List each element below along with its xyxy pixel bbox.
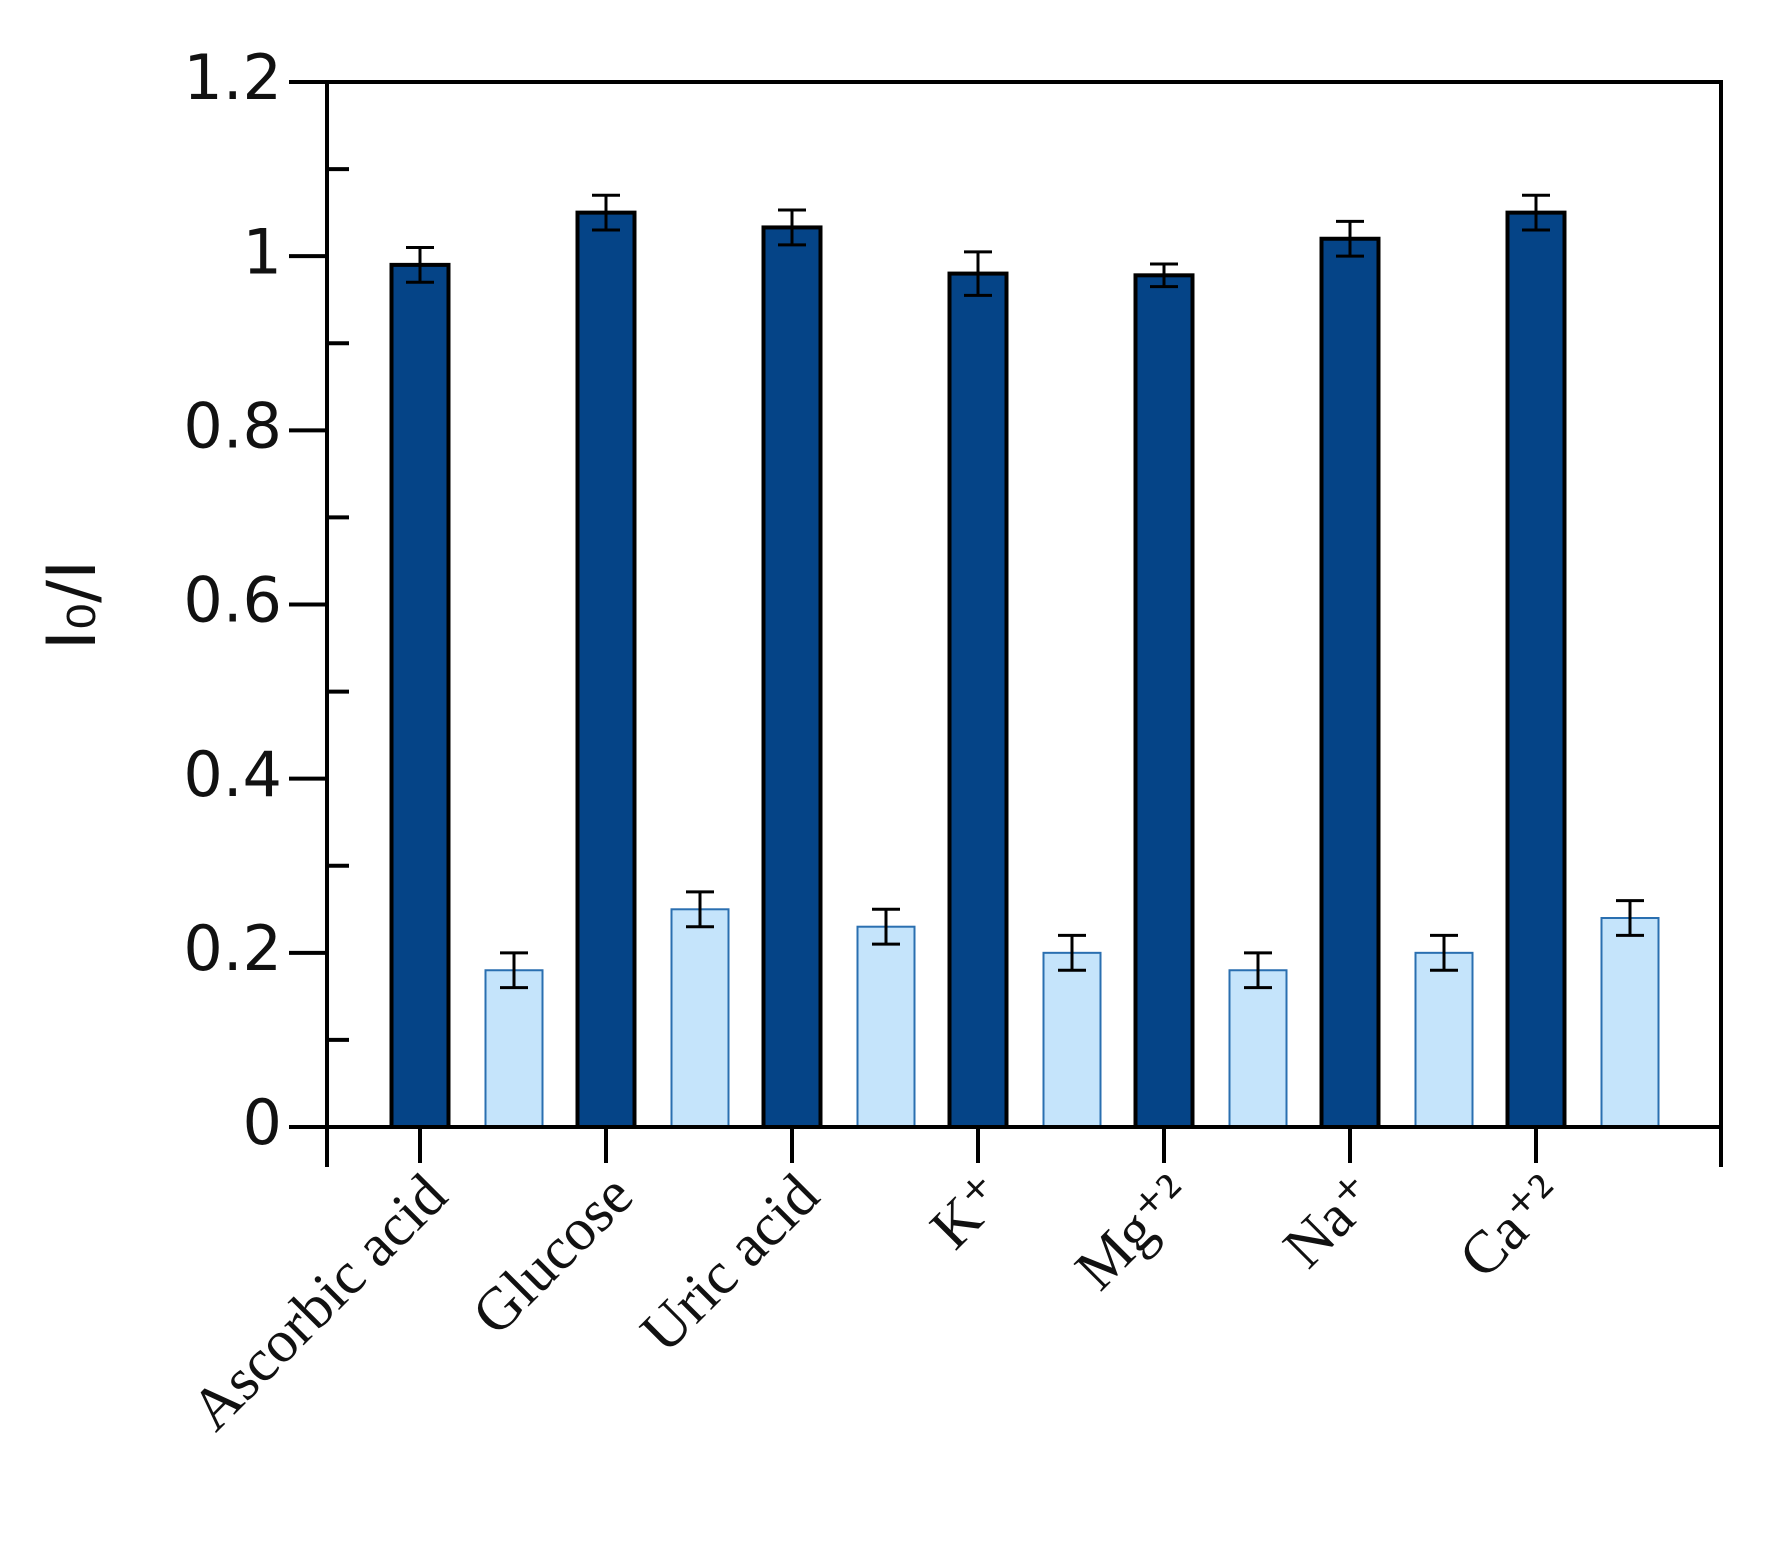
bar [575,210,637,1129]
bar [1600,917,1660,1128]
error-bar [778,208,806,247]
error-bar [1522,193,1550,232]
error-bar [872,907,900,946]
x-tick-label: Ca⁺² [1446,1162,1575,1291]
bar [1319,236,1381,1129]
bar [761,225,823,1130]
y-tick-label: 0.6 [183,564,282,637]
x-tick-label: Ascorbic acid [178,1162,459,1443]
bar [856,925,916,1128]
y-tick-label: 1 [243,215,282,288]
error-bar [964,250,992,297]
error-bar [406,245,434,284]
error-bar [500,951,528,990]
x-tick-label: K⁺ [917,1162,1017,1262]
bar [1505,210,1567,1129]
y-tick-label: 1.2 [183,41,282,114]
bar [1414,951,1474,1128]
error-bar [1150,262,1178,289]
y-tick-label: 0.8 [183,389,282,462]
bar [1133,273,1195,1129]
error-bar [1336,219,1364,258]
error-bar [1430,933,1458,972]
plot-frame [325,80,1723,1129]
bar [947,271,1009,1130]
bar [670,908,730,1129]
error-bar [1244,951,1272,990]
error-bar [1058,933,1086,972]
error-bar [1616,899,1644,937]
error-bar [686,890,714,929]
y-tick-label: 0.4 [183,738,282,811]
bar [389,262,451,1129]
x-tick-label: Mg⁺² [1062,1162,1203,1303]
y-axis-label: I₀/I [33,560,112,650]
bar [1228,969,1288,1128]
error-bar [592,193,620,232]
x-tick-label: Glucose [459,1162,645,1348]
bar [484,969,544,1128]
y-tick-label: 0.2 [183,912,282,985]
x-tick-label: Na⁺ [1271,1162,1390,1281]
x-tick-label: Uric acid [628,1162,831,1365]
y-tick-label: 0 [243,1086,282,1159]
bar [1042,951,1102,1128]
